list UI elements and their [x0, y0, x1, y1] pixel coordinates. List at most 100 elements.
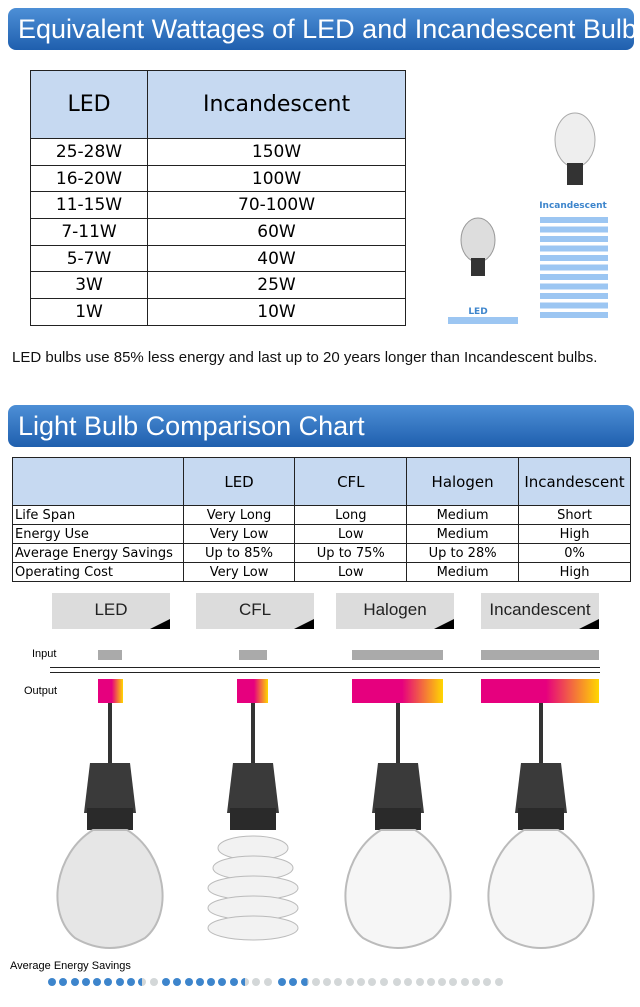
table-cell: Short [518, 505, 631, 525]
header-cell: LED [182, 457, 296, 506]
section-title-wattages: Equivalent Wattages of LED and Incandesc… [8, 8, 640, 50]
level-bar [540, 217, 608, 223]
table-cell: Medium [406, 524, 520, 544]
savings-dot [184, 978, 193, 986]
bulb-incandescent-icon [487, 703, 595, 949]
table-cell: Low [294, 524, 408, 544]
bulb-cfl-icon [207, 703, 299, 941]
table-cell: Very Low [182, 524, 296, 544]
input-bar-halogen [352, 650, 443, 660]
savings-dot [494, 978, 503, 986]
savings-dot [323, 978, 332, 986]
savings-dot [311, 978, 320, 986]
header-cell: LED [29, 70, 149, 139]
bulb-comparison-icon: Incandescent LED [448, 112, 608, 324]
table-row: 3W 25W [29, 271, 406, 300]
label-cfl: CFL [196, 593, 314, 629]
savings-dot [300, 978, 309, 986]
level-bar [540, 312, 608, 318]
level-bar [540, 283, 608, 290]
savings-dot [162, 978, 170, 986]
savings-dot [48, 978, 56, 986]
output-bar-incandescent [481, 679, 599, 703]
section-title-comparison: Light Bulb Comparison Chart [8, 405, 634, 447]
savings-dot [138, 978, 147, 986]
table-row: 16-20W 100W [29, 164, 406, 193]
level-bar [540, 302, 608, 309]
bulb-led-icon [56, 703, 164, 949]
savings-dots-halogen [278, 978, 388, 986]
header-cell: CFL [294, 457, 408, 506]
savings-dot [404, 978, 413, 986]
savings-dot [368, 978, 377, 986]
header-cell [12, 457, 184, 506]
savings-dot [449, 978, 458, 986]
label-incandescent: Incandescent [481, 593, 599, 629]
table-row: Energy Use Very Low Low Medium High [12, 524, 631, 544]
table-row: 11-15W 70-100W [29, 191, 406, 220]
savings-dot [345, 978, 354, 986]
level-bar [540, 274, 608, 280]
savings-dot [438, 978, 447, 986]
table-cell: 5-7W [29, 244, 149, 273]
savings-dot [278, 978, 286, 986]
savings-dot [393, 978, 401, 986]
savings-label: Average Energy Savings [10, 960, 131, 972]
table-cell: Average Energy Savings [12, 543, 184, 563]
savings-dot [415, 978, 424, 986]
input-bar-cfl [239, 650, 267, 660]
table-cell: 11-15W [29, 191, 149, 220]
output-label: Output [24, 685, 58, 697]
table-cell: Up to 28% [406, 543, 520, 563]
savings-dot [241, 978, 250, 986]
table-cell: Low [294, 562, 408, 582]
savings-dot [483, 978, 492, 986]
savings-dot [472, 978, 481, 986]
input-label: Input [32, 648, 57, 660]
table-cell: High [518, 562, 631, 582]
level-bar [540, 245, 608, 252]
label-halogen: Halogen [336, 593, 454, 629]
table-cell: Long [294, 505, 408, 525]
table-cell: Up to 85% [182, 543, 296, 563]
output-bar-cfl [237, 679, 268, 703]
savings-dot [460, 978, 469, 986]
table-cell: Operating Cost [12, 562, 184, 582]
table-cell: 60W [147, 218, 406, 246]
savings-dot [115, 978, 124, 986]
header-cell: Incandescent [518, 457, 631, 506]
table-cell: Medium [406, 505, 520, 525]
table-cell: Very Low [182, 562, 296, 582]
table-cell: 100W [147, 164, 406, 193]
led-label: LED [468, 307, 487, 317]
output-bar-halogen [352, 679, 443, 703]
savings-dot [207, 978, 216, 986]
table-cell: 3W [29, 271, 149, 300]
level-bar [540, 255, 608, 261]
savings-dot [59, 978, 68, 986]
savings-dots-cfl [162, 978, 272, 986]
divider [50, 667, 600, 673]
input-bar-led [98, 650, 122, 660]
label-led: LED [52, 593, 170, 629]
table-cell: Very Long [182, 505, 296, 525]
table-cell: 16-20W [29, 164, 149, 193]
savings-dot [218, 978, 227, 986]
table-cell: 10W [147, 298, 406, 326]
table-cell: 150W [147, 138, 406, 166]
table-cell: 1W [29, 298, 149, 326]
table-cell: Life Span [12, 505, 184, 525]
description: LED bulbs use 85% less energy and last u… [12, 349, 598, 366]
savings-dot [173, 978, 182, 986]
savings-dot [289, 978, 298, 986]
table-row: 25-28W 150W [29, 138, 406, 166]
savings-dot [93, 978, 102, 986]
table-row: Average Energy Savings Up to 85% Up to 75%… [12, 543, 631, 563]
table-row: 5-7W 40W [29, 244, 406, 273]
output-bar-led [98, 679, 123, 703]
level-bar [540, 264, 608, 271]
table-cell: Up to 75% [294, 543, 408, 563]
savings-dot [81, 978, 90, 986]
level-bar [540, 236, 608, 242]
savings-dot [379, 978, 388, 986]
